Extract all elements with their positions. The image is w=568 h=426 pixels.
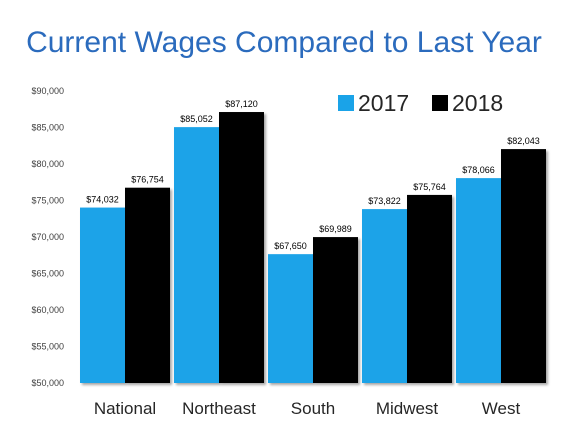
bars-group (80, 112, 546, 384)
bar-2018-midwest (407, 194, 452, 383)
bar-2017-midwest (362, 209, 407, 383)
bar-2018-west (501, 149, 546, 383)
bar-2017-national (80, 207, 125, 383)
y-tick-label: $65,000 (31, 269, 64, 279)
y-tick-label: $50,000 (31, 378, 64, 388)
data-label: $82,043 (507, 136, 540, 146)
bar-2018-south (313, 237, 358, 383)
bar-2017-northeast (174, 127, 219, 384)
y-tick-label: $85,000 (31, 123, 64, 133)
category-label: Northeast (182, 399, 256, 418)
category-label: South (291, 399, 335, 418)
legend-label: 2017 (358, 90, 409, 116)
category-label: National (94, 399, 156, 418)
data-label: $73,822 (368, 196, 401, 206)
data-label: $76,754 (131, 175, 164, 185)
data-label: $78,066 (462, 165, 495, 175)
y-tick-label: $75,000 (31, 196, 64, 206)
chart-title: Current Wages Compared to Last Year (26, 26, 542, 59)
legend: 2017 2018 (338, 90, 503, 116)
y-tick-label: $90,000 (31, 86, 64, 96)
data-labels-group: $74,032 $76,754 $85,052 $87,120 $67,650 $69,9… (86, 99, 540, 251)
y-tick-label: $55,000 (31, 342, 64, 352)
data-label: $85,052 (180, 114, 213, 124)
legend-swatch-2018 (432, 95, 448, 111)
y-tick-label: $80,000 (31, 159, 64, 169)
data-label: $67,650 (274, 241, 307, 251)
data-label: $74,032 (86, 195, 119, 205)
bar-2017-west (456, 178, 501, 383)
data-label: $87,120 (225, 99, 258, 109)
y-tick-label: $70,000 (31, 232, 64, 242)
y-axis: $50,000 $55,000 $60,000 $65,000 $70,000 $75,0… (31, 86, 64, 388)
bar-2018-northeast (219, 112, 264, 384)
bar-2017-south (268, 254, 313, 383)
y-tick-label: $60,000 (31, 305, 64, 315)
category-label: West (482, 399, 521, 418)
bar-2018-national (125, 187, 170, 383)
data-label: $69,989 (319, 224, 352, 234)
data-label: $75,764 (413, 182, 446, 192)
category-label: Midwest (376, 399, 439, 418)
x-axis: National Northeast South Midwest West (94, 399, 521, 418)
legend-label: 2018 (452, 90, 503, 116)
legend-swatch-2017 (338, 95, 354, 111)
